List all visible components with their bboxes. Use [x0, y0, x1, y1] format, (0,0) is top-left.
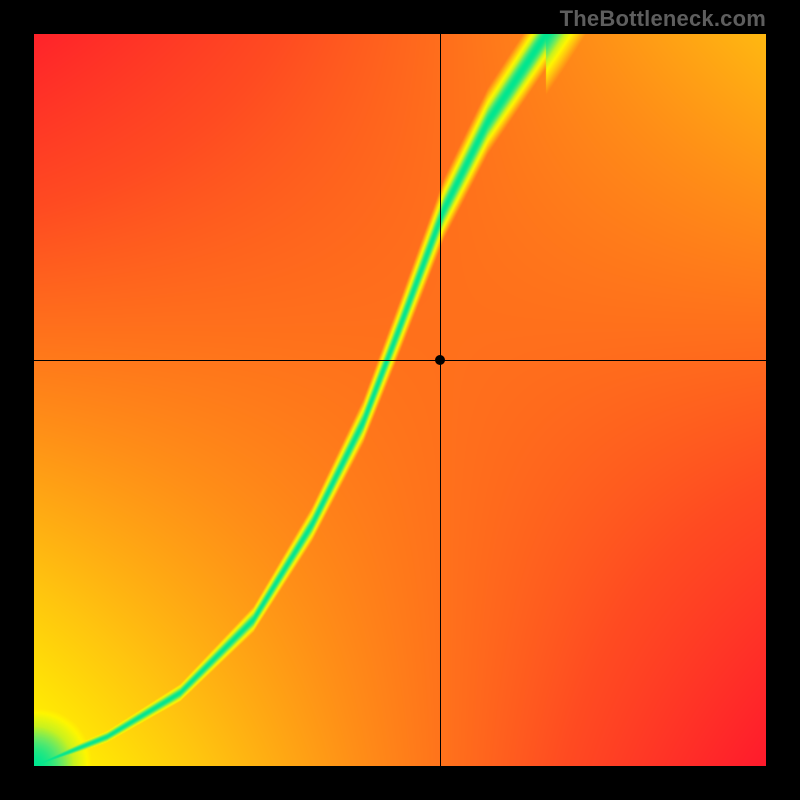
crosshair-vertical [440, 34, 441, 766]
config-marker-dot [435, 355, 445, 365]
crosshair-horizontal [34, 360, 766, 361]
heatmap-canvas [34, 34, 766, 766]
watermark-text: TheBottleneck.com [560, 6, 766, 32]
bottleneck-heatmap [34, 34, 766, 766]
